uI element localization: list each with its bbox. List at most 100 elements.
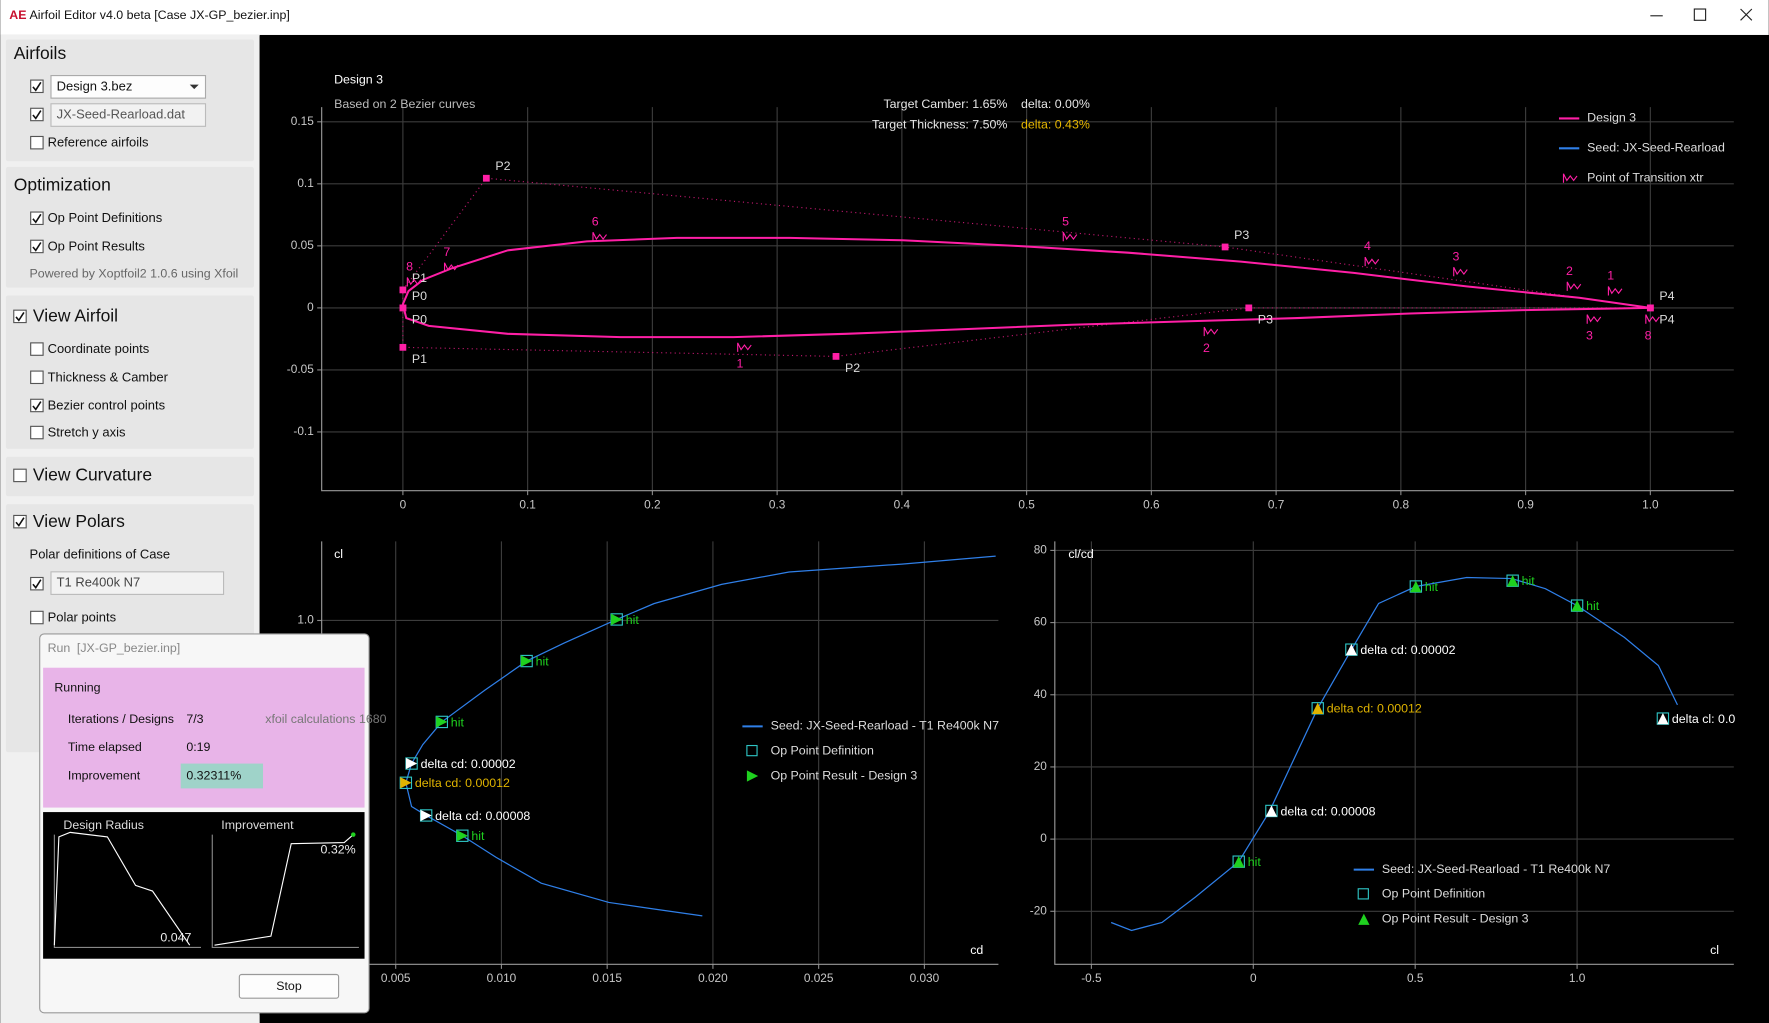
op-point-result [520,655,533,667]
op-point-label: delta cd: 0.00012 [1327,702,1422,716]
x-tick-label: 0.1 [519,497,535,511]
control-point-label: P1 [412,271,427,285]
target-label: Target Thickness: 7.50% [872,117,1007,131]
x-tick-label: 0.030 [910,971,940,985]
op-point-label: hit [471,829,485,843]
control-point-label: P4 [1659,289,1674,303]
stop-button[interactable] [238,973,340,999]
op-point-result [1233,856,1245,868]
x-tick-label: 0.010 [487,971,517,985]
checkbox[interactable] [30,370,44,385]
series-line [405,555,996,917]
y-tick-label: -0.1 [293,424,313,438]
target-delta: delta: 0.43% [1021,117,1090,131]
op-point-label: hit [1425,580,1439,594]
checkbox[interactable] [30,398,44,413]
control-point [1221,243,1229,251]
x-tick-label: 0 [400,497,407,511]
checkbox[interactable] [30,342,44,356]
close-button[interactable] [1740,8,1753,21]
check-mark [15,517,25,527]
improvement-point [351,832,356,837]
axis-line [1054,541,1734,965]
run-dialog: Run [JX-GP_bezier.inp] Running Iteration… [39,633,387,1014]
checkbox[interactable] [30,79,44,94]
y-tick-label: 0.1 [297,176,313,190]
legend-label: Design 3 [1587,111,1636,125]
dialog-case: [JX-GP_bezier.inp] [77,641,180,655]
xtr-label: 4 [1364,239,1371,253]
legend-label: Seed: JX-Seed-Rearload [1587,141,1725,155]
op-point-result [405,757,418,770]
op-point-label: delta cl: 0.0 [1672,712,1735,726]
dropdown-text: Design 3.bez [57,78,133,93]
legend-label: Op Point Result - Design 3 [1382,912,1529,926]
legend-swatch [1562,173,1578,183]
xtr-marker [592,232,607,242]
dropdown-arrow [189,84,199,90]
row-value: 0.32311% [186,768,241,782]
control-point [1245,304,1253,312]
y-tick-label: 0 [1040,831,1047,845]
op-point-label: delta cd: 0.00002 [421,757,516,771]
checkbox[interactable] [30,610,44,625]
x-tick-label: 0 [1250,971,1257,985]
window-title: Airfoil Editor v4.0 beta [Case JX-GP_bez… [30,8,290,22]
control-point-label: P3 [1258,313,1273,327]
checkbox-label: Thickness & Camber [48,369,169,384]
op-point-label: hit [1248,855,1262,869]
row-label: Time elapsed [68,740,142,754]
checkbox[interactable] [13,514,27,529]
x-tick-label: 0.5 [1018,497,1035,511]
design-dropdown[interactable] [50,75,207,99]
xtr-marker [1566,281,1582,291]
control-point-label: P0 [412,313,427,327]
checkbox[interactable] [13,468,27,483]
checkbox[interactable] [30,425,44,440]
x-tick-label: 0.6 [1143,497,1160,511]
panel-title: Airfoils [14,43,67,63]
x-tick-label: 0.025 [804,971,834,985]
checkbox[interactable] [13,309,27,324]
check-mark [32,242,42,252]
mini-charts [43,812,365,959]
xtr-label: 1 [736,357,743,371]
checkbox[interactable] [30,576,44,591]
legend-label: Op Point Definition [771,743,874,757]
control-point [399,286,407,294]
xtr-label: 6 [592,214,599,228]
checkbox[interactable] [30,211,44,226]
checkbox[interactable] [30,135,44,150]
airfoil-plot: 0 0.1 0.2 0.3 0.4 0.5 0.6 0.7 0.8 0.9 1.0 -0.1 -0.05… [287,107,1734,511]
x-tick-label: 0.020 [698,971,728,985]
row-label: Improvement [68,768,141,782]
y-tick-label: 80 [1034,543,1048,557]
polar-text: T1 Re400k N7 [57,575,141,590]
mini-chart-title: Design Radius [63,818,144,832]
control-point-label: P2 [495,159,510,173]
row-value: 7/3 [186,712,203,726]
x-tick-label: 0.9 [1517,497,1534,511]
xtr-label: 2 [1203,341,1210,355]
control-point-label: P4 [1659,313,1674,327]
check-mark [32,81,42,92]
maximize-button[interactable] [1693,8,1707,21]
y-tick-label: 40 [1034,687,1048,701]
panel-title: View Curvature [33,465,152,485]
x-tick-label: -0.5 [1081,971,1102,985]
x-tick-label: 0.7 [1268,497,1284,511]
y-tick-label: 0.05 [291,238,314,252]
op-point-label: hit [1586,599,1600,613]
y-tick-label: -0.05 [287,362,314,376]
legend-label: Seed: JX-Seed-Rearload - T1 Re400k N7 [1382,862,1611,876]
x-tick-label: 0.4 [894,497,911,511]
checkbox[interactable] [30,107,44,122]
checkbox-label: Op Point Definitions [48,210,163,225]
legend-swatch [746,744,758,757]
y-tick-label: 20 [1034,759,1048,773]
plot-area [259,36,1763,1016]
app-logo: AE [9,8,26,22]
op-point-result [1312,702,1324,714]
checkbox[interactable] [30,239,44,254]
xtr-marker [1607,286,1623,296]
